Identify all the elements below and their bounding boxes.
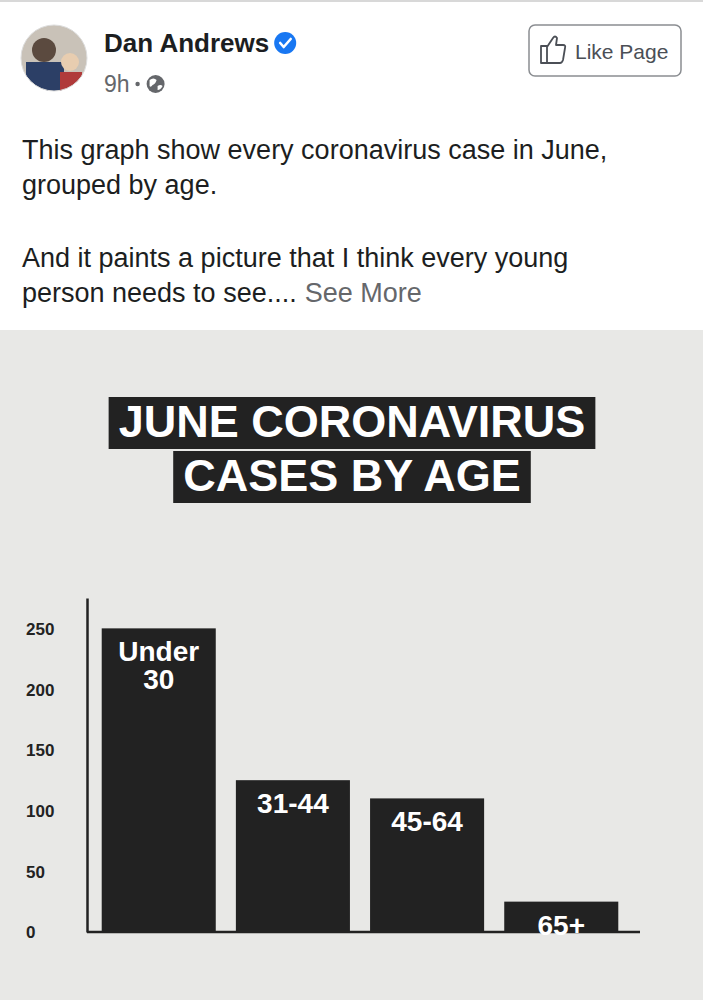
title-line: JUNE CORONAVIRUS xyxy=(109,396,596,449)
badge-circle xyxy=(274,32,296,54)
title-line: CASES BY AGE xyxy=(173,450,531,503)
see-more[interactable]: See More xyxy=(305,278,422,308)
y-tick-label: 250 xyxy=(26,620,54,639)
category-label: Under30 xyxy=(118,636,199,695)
button-label[interactable]: Like Page xyxy=(575,40,668,63)
bar xyxy=(102,628,216,932)
y-tick: 100 xyxy=(26,802,87,821)
globe-icon xyxy=(147,75,165,93)
post-time[interactable]: 9h xyxy=(104,71,130,97)
y-tick-label: 100 xyxy=(26,802,54,821)
y-tick: 0 xyxy=(26,923,87,942)
button-frame xyxy=(529,25,681,76)
header-background xyxy=(0,0,703,330)
y-tick-label: 50 xyxy=(26,863,45,882)
chart-title: CASES BY AGE xyxy=(183,450,521,501)
author-name[interactable]: Dan Andrews xyxy=(104,28,269,58)
like-page-button[interactable]: Like Page xyxy=(529,25,681,76)
separator-dot xyxy=(135,82,139,86)
chart-background xyxy=(0,330,703,1000)
post-text: And it paints a picture that I think eve… xyxy=(22,243,568,273)
post-text: person needs to see.... xyxy=(22,278,297,308)
y-tick: 250 xyxy=(26,620,87,639)
y-tick-label: 0 xyxy=(26,923,35,942)
page: Dan Andrews 9h Like Page This graph show ev… xyxy=(0,0,703,1000)
bar xyxy=(236,780,350,932)
globe-land xyxy=(150,79,163,91)
y-tick: 50 xyxy=(26,863,87,882)
category-label: 45-64 xyxy=(391,806,463,837)
badge-check xyxy=(280,39,291,47)
avatar-border xyxy=(21,25,87,91)
chart: JUNE CORONAVIRUSCASES BY AGE 0 50 100 150 200… xyxy=(0,330,703,1000)
y-tick: 200 xyxy=(26,681,87,700)
top-divider xyxy=(0,0,703,2)
post-body: This graph show every coronavirus case i… xyxy=(22,135,607,308)
y-axis-line xyxy=(86,599,89,933)
y-axis: 0 50 100 150 200 250 xyxy=(26,599,88,943)
verified-badge xyxy=(274,32,296,54)
post-text: grouped by age. xyxy=(22,170,217,200)
title-box xyxy=(109,397,596,449)
avatar-figure xyxy=(60,72,82,102)
thumb-icon xyxy=(541,37,565,64)
y-tick: 150 xyxy=(26,741,87,760)
bar xyxy=(370,798,484,932)
title-box xyxy=(173,451,531,503)
post-text: This graph show every coronavirus case i… xyxy=(22,135,607,165)
y-tick-label: 200 xyxy=(26,681,54,700)
avatar[interactable] xyxy=(20,24,90,102)
y-tick-label: 150 xyxy=(26,741,54,760)
bars xyxy=(102,628,619,932)
category-label: 31-44 xyxy=(257,788,329,819)
avatar-figure xyxy=(32,38,56,62)
globe-outline xyxy=(147,75,165,93)
category-labels: Under30 31-44 45-64 65+ xyxy=(118,636,585,940)
post-header: Dan Andrews 9h Like Page xyxy=(0,0,703,330)
chart-title: JUNE CORONAVIRUS xyxy=(119,396,586,447)
category-label: 65+ xyxy=(538,910,586,941)
avatar-figure xyxy=(61,53,79,71)
